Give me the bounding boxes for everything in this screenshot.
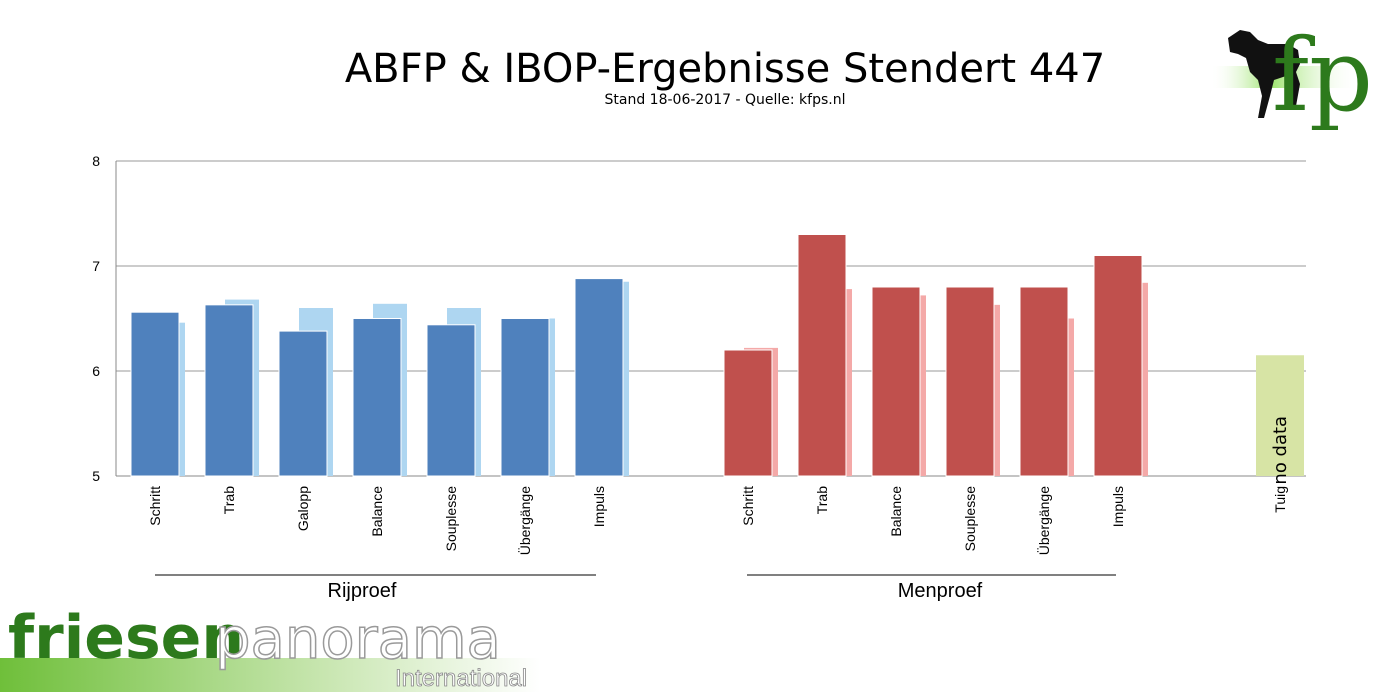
bar-primary (723, 349, 773, 477)
international-text: International (395, 665, 527, 692)
bar-primary (574, 278, 624, 477)
x-tick-label: Schritt (740, 486, 756, 526)
x-tick-label: Impuls (591, 486, 607, 527)
x-tick-label: Übergänge (1035, 486, 1052, 555)
panorama-text: panorama (215, 607, 501, 672)
group-label: Menproef (898, 580, 983, 602)
x-tick-label: Souplesse (443, 486, 459, 552)
x-tick-label: Balance (888, 486, 904, 537)
y-tick-label: 7 (92, 258, 100, 274)
x-tick-label: Tuig (1272, 486, 1288, 513)
bar-primary (352, 318, 402, 477)
bar-primary (426, 324, 476, 477)
bar-tuig (1256, 355, 1304, 476)
y-tick-label: 5 (92, 468, 100, 484)
friesen-text: friesen (8, 603, 244, 673)
bar-primary (204, 304, 254, 477)
chart-subtitle: Stand 18-06-2017 - Quelle: kfps.nl (604, 92, 846, 108)
bar-primary (1093, 255, 1143, 477)
no-data-label: no data (1270, 416, 1291, 485)
bar-primary (278, 330, 328, 477)
bar-primary (945, 286, 995, 477)
horse-icon (1228, 30, 1300, 118)
x-tick-label: Balance (369, 486, 385, 537)
x-tick-label: Galopp (295, 486, 311, 531)
bar-primary (130, 311, 180, 477)
friesen-panorama-logo: friesen panorama International (0, 603, 540, 692)
x-tick-label: Schritt (147, 486, 163, 526)
x-tick-label: Trab (221, 486, 237, 514)
x-tick-label: Übergänge (516, 486, 533, 555)
kfps-logo: fp (1210, 17, 1373, 130)
y-tick-label: 8 (92, 153, 100, 169)
chart-title: ABFP & IBOP-Ergebnisse Stendert 447 (344, 46, 1106, 92)
bar-primary (1019, 286, 1069, 477)
x-tick-label: Trab (814, 486, 830, 514)
y-tick-label: 6 (92, 363, 100, 379)
bar-primary (871, 286, 921, 477)
x-tick-label: Impuls (1110, 486, 1126, 527)
logo-band (0, 658, 540, 692)
bar-primary (500, 318, 550, 477)
group-label: Rijproef (328, 580, 397, 602)
x-tick-label: Souplesse (962, 486, 978, 552)
bar-primary (797, 234, 847, 477)
logo-swoosh (1210, 66, 1360, 88)
kfps-logo-text: fp (1272, 17, 1373, 130)
